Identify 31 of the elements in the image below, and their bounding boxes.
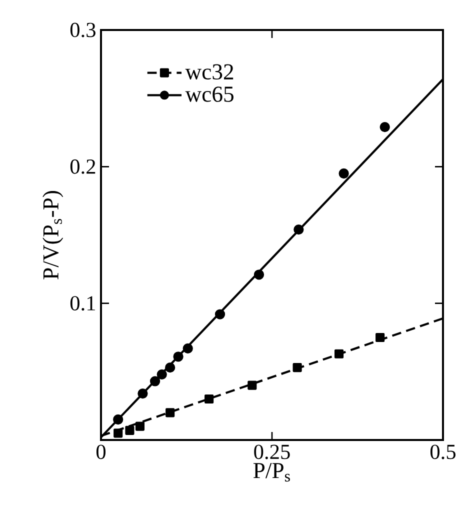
point [182, 343, 193, 354]
point [114, 428, 123, 438]
point [166, 408, 175, 418]
y-tick-label: 0.1 [70, 296, 96, 311]
point [248, 380, 257, 390]
point [334, 349, 344, 358]
legend-label: wc32 [185, 64, 234, 80]
point [125, 426, 134, 435]
y-tick-label: 0.3 [70, 22, 96, 38]
legend-label: wc65 [185, 86, 234, 102]
x-tick-label: 0 [96, 444, 106, 460]
point [150, 376, 160, 386]
point [254, 270, 264, 280]
point [165, 362, 176, 373]
x-tick-label: 0.5 [430, 444, 456, 460]
point [292, 363, 302, 372]
point [113, 414, 124, 425]
point [156, 369, 167, 380]
x-tick-label: 0.25 [254, 444, 290, 460]
point [138, 388, 148, 399]
point [173, 352, 184, 362]
x-axis-title: P/P$_{s}$ [253, 463, 290, 482]
point [294, 224, 304, 235]
point [376, 332, 385, 342]
point [338, 168, 349, 179]
y-tick-label: 0.2 [70, 159, 96, 174]
point [135, 422, 145, 431]
point [380, 122, 390, 132]
y-axis-title: P/V(P$_{s}$-P) [42, 191, 64, 280]
point [214, 309, 226, 320]
point [204, 394, 214, 404]
